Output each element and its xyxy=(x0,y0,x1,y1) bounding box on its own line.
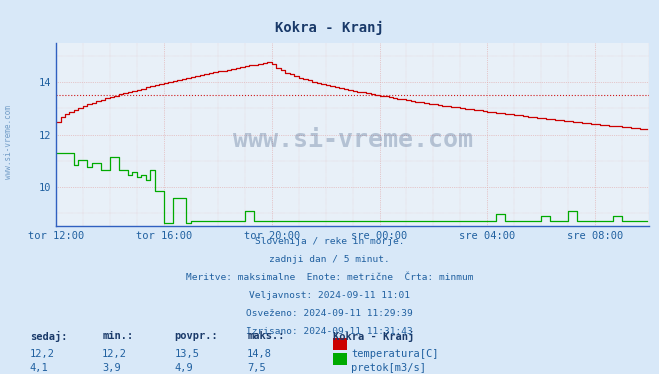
Text: 4,9: 4,9 xyxy=(175,363,193,373)
Text: Slovenija / reke in morje.: Slovenija / reke in morje. xyxy=(255,237,404,246)
Text: zadnji dan / 5 minut.: zadnji dan / 5 minut. xyxy=(269,255,390,264)
Text: sedaj:: sedaj: xyxy=(30,331,67,342)
Text: Kokra - Kranj: Kokra - Kranj xyxy=(333,331,414,342)
Text: 7,5: 7,5 xyxy=(247,363,266,373)
Text: 3,9: 3,9 xyxy=(102,363,121,373)
Text: Meritve: maksimalne  Enote: metrične  Črta: minmum: Meritve: maksimalne Enote: metrične Črta… xyxy=(186,273,473,282)
Text: povpr.:: povpr.: xyxy=(175,331,218,341)
Text: 12,2: 12,2 xyxy=(30,349,55,359)
Text: pretok[m3/s]: pretok[m3/s] xyxy=(351,363,426,373)
Text: 4,1: 4,1 xyxy=(30,363,48,373)
Text: www.si-vreme.com: www.si-vreme.com xyxy=(233,128,473,152)
Text: min.:: min.: xyxy=(102,331,133,341)
Text: www.si-vreme.com: www.si-vreme.com xyxy=(4,105,13,179)
Text: Veljavnost: 2024-09-11 11:01: Veljavnost: 2024-09-11 11:01 xyxy=(249,291,410,300)
Text: maks.:: maks.: xyxy=(247,331,285,341)
Text: 12,2: 12,2 xyxy=(102,349,127,359)
Text: 14,8: 14,8 xyxy=(247,349,272,359)
Text: temperatura[C]: temperatura[C] xyxy=(351,349,439,359)
Text: Osveženo: 2024-09-11 11:29:39: Osveženo: 2024-09-11 11:29:39 xyxy=(246,309,413,318)
Text: Kokra - Kranj: Kokra - Kranj xyxy=(275,21,384,35)
Text: 13,5: 13,5 xyxy=(175,349,200,359)
Text: Izrisano: 2024-09-11 11:31:43: Izrisano: 2024-09-11 11:31:43 xyxy=(246,327,413,336)
